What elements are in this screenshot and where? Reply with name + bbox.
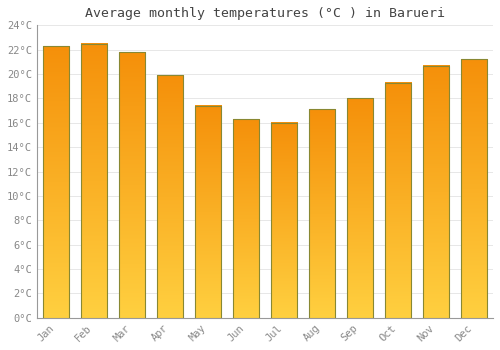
Bar <box>194 106 221 318</box>
Bar <box>460 60 487 318</box>
Bar <box>42 46 69 318</box>
Bar <box>80 43 107 318</box>
Bar <box>118 52 145 318</box>
Title: Average monthly temperatures (°C ) in Barueri: Average monthly temperatures (°C ) in Ba… <box>85 7 445 20</box>
Bar <box>422 65 450 318</box>
Bar <box>384 83 411 318</box>
Bar <box>270 123 297 318</box>
Bar <box>346 98 374 318</box>
Bar <box>308 110 336 318</box>
Bar <box>232 119 259 318</box>
Bar <box>156 75 183 318</box>
